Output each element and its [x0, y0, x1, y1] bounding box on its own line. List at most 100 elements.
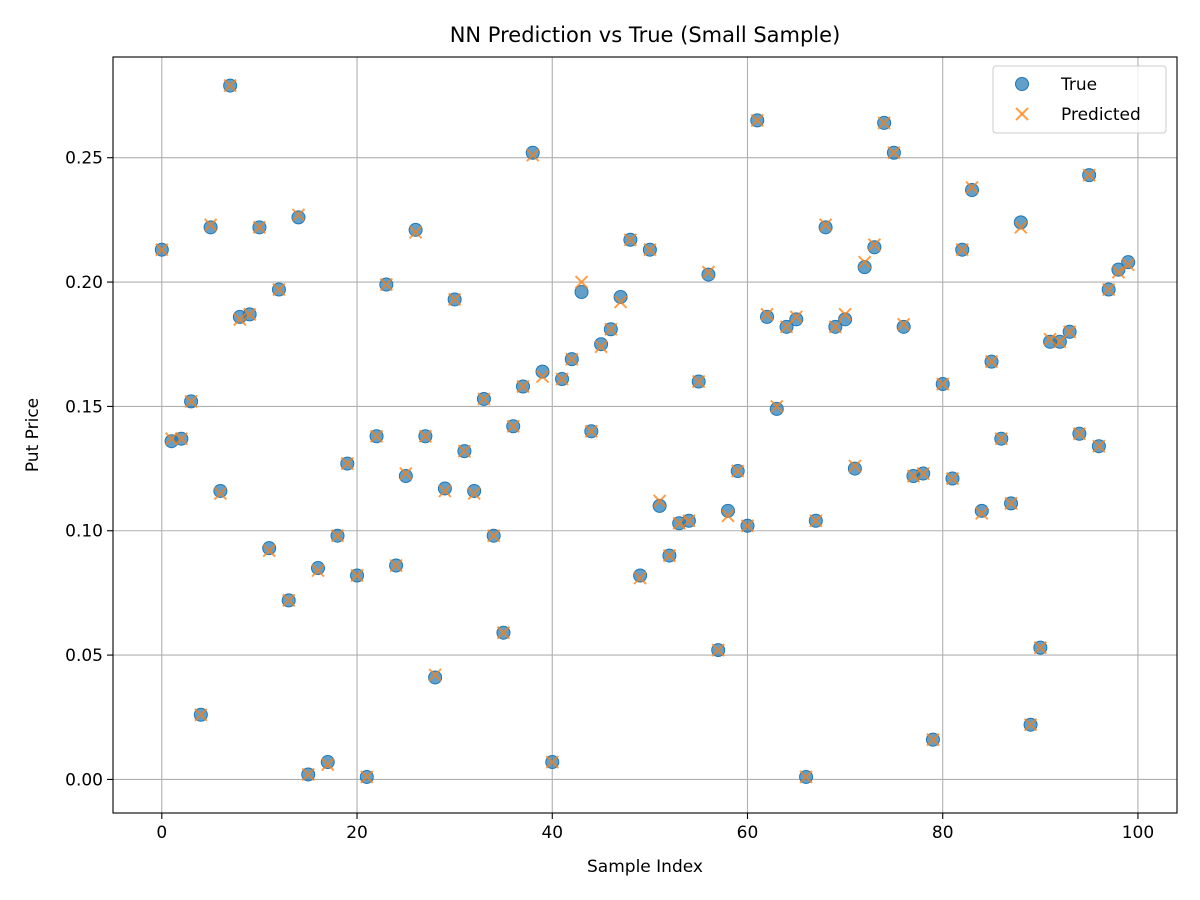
predicted-point: [975, 506, 989, 521]
predicted-point: [633, 571, 647, 585]
predicted-point: [682, 514, 696, 528]
grid-lines: [113, 57, 1177, 813]
predicted-point: [604, 322, 618, 337]
predicted-point: [711, 643, 725, 657]
predicted-point: [838, 307, 852, 322]
predicted-point: [936, 377, 950, 391]
true-point: [213, 483, 228, 498]
predicted-point: [496, 625, 511, 640]
true-point: [847, 461, 862, 476]
true-point: [701, 267, 716, 282]
y-tick-label: 0.00: [65, 770, 103, 790]
predicted-point: [760, 307, 774, 322]
legend-true-marker: [1015, 77, 1029, 91]
predicted-point: [438, 484, 452, 498]
predicted-point: [1004, 496, 1018, 511]
predicted-point: [984, 354, 999, 369]
axes-frame: [112, 56, 1178, 814]
predicted-point: [350, 568, 364, 583]
true-point: [408, 222, 423, 237]
predicted-point: [428, 668, 442, 682]
predicted-point: [184, 394, 198, 409]
true-point: [838, 312, 853, 327]
predicted-point: [672, 516, 686, 530]
predicted-point: [408, 225, 423, 240]
true-point: [652, 498, 667, 513]
predicted-point: [262, 543, 276, 558]
true-point: [535, 364, 550, 379]
predicted-point: [662, 548, 677, 563]
predicted-point: [652, 494, 667, 508]
x-tick-label: 100: [1122, 823, 1154, 843]
true-point: [789, 312, 804, 327]
predicted-point: [203, 218, 218, 232]
predicted-point: [721, 509, 735, 523]
legend: True Predicted: [992, 65, 1167, 134]
predicted-point: [399, 466, 413, 481]
predicted-point: [389, 558, 403, 573]
predicted-point: [789, 310, 804, 324]
predicted-point: [1043, 332, 1057, 346]
true-point: [857, 260, 872, 275]
predicted-series: [155, 78, 1135, 784]
predicted-point: [896, 317, 911, 332]
predicted-point: [818, 218, 833, 232]
predicted-point: [369, 429, 384, 443]
x-tick-label: 60: [737, 823, 759, 843]
predicted-point: [750, 113, 764, 128]
y-tick-label: 0.20: [65, 273, 103, 293]
predicted-point: [565, 352, 579, 366]
predicted-point: [447, 292, 462, 307]
legend-predicted-marker: [1015, 107, 1029, 121]
true-point: [720, 503, 735, 518]
y-tick-label: 0.10: [65, 522, 103, 542]
true-point: [594, 337, 609, 352]
true-point: [974, 503, 989, 518]
predicted-point: [994, 432, 1008, 446]
predicted-point: [926, 732, 940, 747]
predicted-point: [965, 180, 979, 195]
predicted-point: [233, 312, 247, 327]
predicted-point: [916, 466, 930, 481]
predicted-point: [877, 116, 891, 130]
predicted-point: [691, 374, 706, 389]
predicted-point: [418, 429, 433, 443]
predicted-point: [1072, 427, 1087, 441]
predicted-point: [311, 563, 325, 578]
y-tick-label: 0.05: [65, 646, 103, 666]
true-point: [633, 568, 648, 583]
predicted-point: [1121, 257, 1135, 272]
x-tick-label: 80: [932, 823, 954, 843]
true-point: [525, 145, 540, 160]
true-point: [291, 210, 306, 225]
predicted-point: [555, 372, 569, 386]
predicted-point: [457, 444, 472, 458]
y-axis-label: Put Price: [23, 398, 43, 472]
predicted-point: [1014, 220, 1028, 235]
predicted-point: [740, 519, 755, 533]
predicted-point: [272, 282, 286, 297]
x-axis-label: Sample Index: [587, 857, 703, 877]
predicted-point: [1101, 282, 1116, 297]
predicted-point: [828, 320, 843, 334]
predicted-point: [516, 379, 530, 394]
predicted-point: [477, 392, 491, 406]
predicted-point: [799, 770, 813, 784]
predicted-point: [526, 148, 540, 162]
true-point: [467, 483, 482, 498]
predicted-point: [623, 233, 638, 247]
predicted-point: [213, 486, 228, 501]
predicted-point: [291, 208, 306, 222]
predicted-point: [594, 340, 608, 354]
predicted-point: [301, 767, 315, 782]
true-point: [437, 481, 452, 496]
predicted-point: [643, 243, 657, 257]
predicted-point: [1092, 439, 1106, 453]
predicted-point: [857, 255, 872, 269]
true-point: [310, 561, 325, 576]
true-point: [769, 401, 784, 416]
predicted-point: [848, 459, 862, 473]
true-point: [320, 755, 335, 770]
predicted-point: [321, 757, 335, 772]
